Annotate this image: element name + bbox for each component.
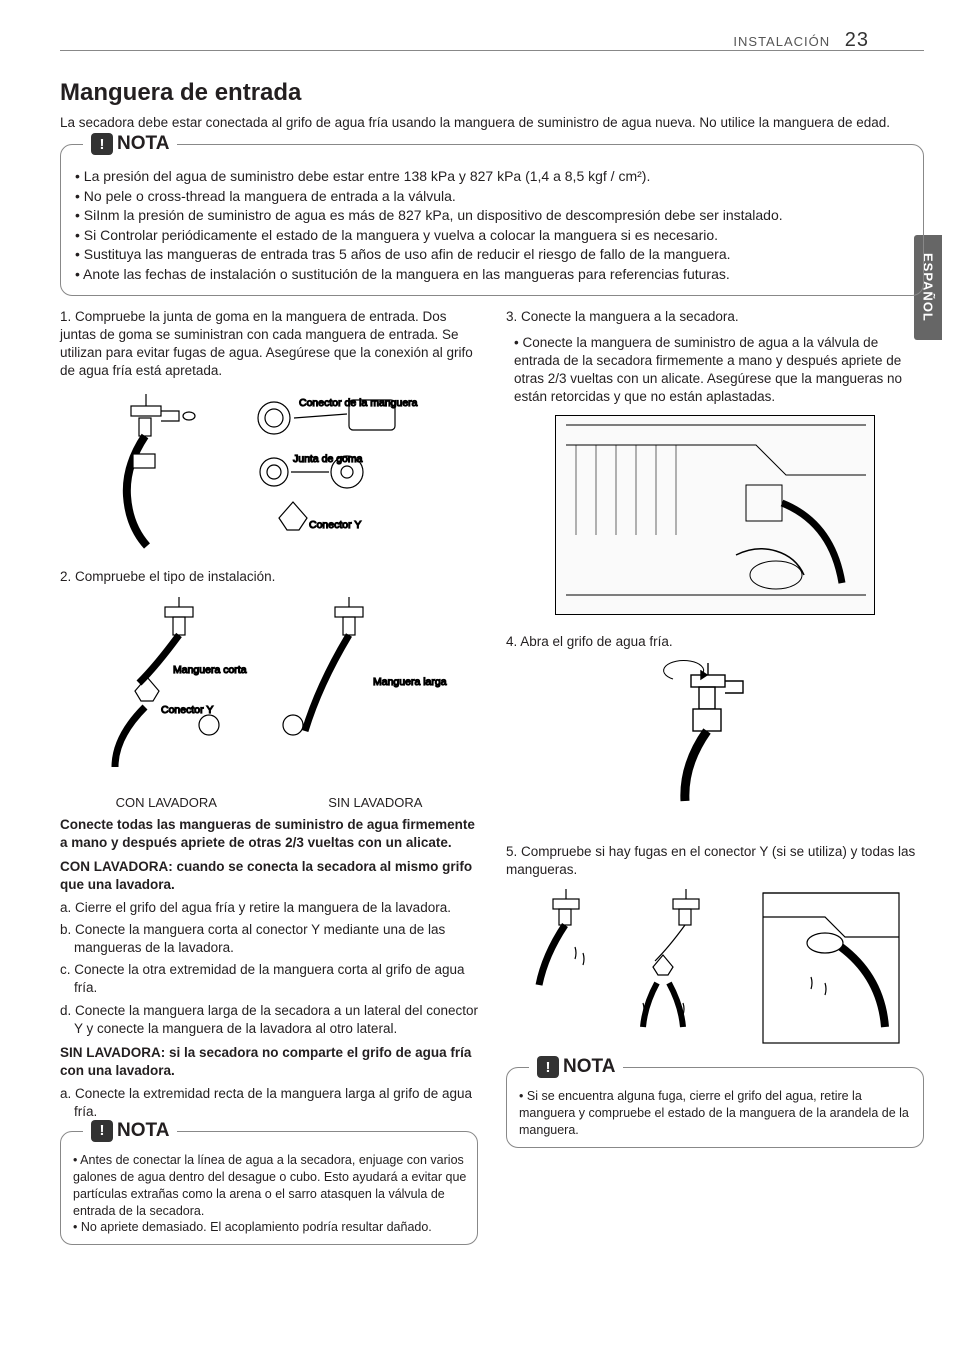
step-1-text: 1. Compruebe la junta de goma en la mang… — [60, 308, 478, 381]
right-column: 3. Conecte la manguera a la secadora. • … — [506, 308, 924, 1258]
nota-item: SiInm la presión de suministro de agua e… — [75, 206, 909, 226]
nota-item: Sustituya las mangueras de entrada tras … — [75, 245, 909, 265]
step-3b: • Conecte la manguera de suministro de a… — [506, 334, 924, 407]
step-3a: 3. Conecte la manguera a la secadora. — [506, 308, 924, 326]
section-label: INSTALACIÓN — [733, 34, 830, 49]
caption-con: CON LAVADORA — [116, 795, 217, 810]
nota-box-3: ! NOTA Si se encuentra alguna fuga, cier… — [506, 1067, 924, 1148]
step-2-text: 2. Compruebe el tipo de instalación. — [60, 568, 478, 586]
header-rule: INSTALACIÓN 23 — [60, 50, 924, 51]
nota-label: NOTA — [117, 133, 169, 155]
figure-5-svg — [525, 887, 905, 1057]
alert-icon: ! — [91, 133, 113, 155]
list-sin-lavadora: a. Conecte la extremidad recta de la man… — [60, 1085, 478, 1121]
nota-item: No pele o cross-thread la manguera de en… — [75, 187, 909, 207]
figure-2: Manguera corta Conector Y Manguera larga — [60, 595, 478, 785]
nota-3-label: NOTA — [563, 1056, 615, 1078]
two-column-layout: 1. Compruebe la junta de goma en la mang… — [60, 308, 924, 1258]
step-5: 5. Compruebe si hay fugas en el conector… — [506, 843, 924, 879]
fig2-long: Manguera larga — [373, 676, 447, 688]
bold-c: SIN LAVADORA: si la secadora no comparte… — [60, 1044, 478, 1080]
figure-1-svg: Conector de la manguera Junta de goma Co… — [99, 388, 439, 558]
figure-3-svg — [556, 415, 874, 615]
figure-2-captions: CON LAVADORA SIN LAVADORA — [60, 795, 478, 810]
nota-2-list: Antes de conectar la línea de agua a la … — [73, 1152, 467, 1236]
fig2-short: Manguera corta — [173, 664, 247, 676]
figure-2-svg: Manguera corta Conector Y Manguera larga — [89, 595, 449, 785]
figure-3 — [506, 415, 924, 615]
nota-3-list: Si se encuentra alguna fuga, cierre el g… — [519, 1088, 913, 1139]
nota-item: Antes de conectar la línea de agua a la … — [73, 1152, 467, 1220]
list-item: b. Conecte la manguera corta al conector… — [60, 921, 478, 957]
nota-item: Anote las fechas de instalación o sustit… — [75, 265, 909, 285]
nota-item: Si se encuentra alguna fuga, cierre el g… — [519, 1088, 913, 1139]
list-item: c. Conecte la otra extremidad de la mang… — [60, 961, 478, 997]
nota-item: La presión del agua de suministro debe e… — [75, 167, 909, 187]
nota-list-main: La presión del agua de suministro debe e… — [75, 167, 909, 285]
header-text: INSTALACIÓN 23 — [733, 29, 869, 52]
list-item: a. Conecte la extremidad recta de la man… — [60, 1085, 478, 1121]
figure-4-svg — [635, 659, 795, 829]
list-item: d. Conecte la manguera larga de la secad… — [60, 1002, 478, 1038]
nota-box-main: ! NOTA La presión del agua de suministro… — [60, 144, 924, 296]
nota-box-2: ! NOTA Antes de conectar la línea de agu… — [60, 1131, 478, 1245]
left-column: 1. Compruebe la junta de goma en la mang… — [60, 308, 478, 1258]
alert-icon: ! — [91, 1120, 113, 1142]
list-con-lavadora: a. Cierre el grifo del agua fría y retir… — [60, 899, 478, 1039]
fig1-label-y: Conector Y — [309, 519, 361, 531]
caption-sin: SIN LAVADORA — [328, 795, 422, 810]
nota-2-wrapper: ! NOTA Antes de conectar la línea de agu… — [60, 1131, 478, 1245]
intro-text: La secadora debe estar conectada al grif… — [60, 115, 924, 130]
alert-icon: ! — [537, 1056, 559, 1078]
bold-a: Conecte todas las mangueras de suministr… — [60, 816, 478, 852]
figure-3-box — [555, 415, 875, 615]
nota-2-label: NOTA — [117, 1120, 169, 1142]
nota-item: No apriete demasiado. El acoplamiento po… — [73, 1219, 467, 1236]
figure-1: Conector de la manguera Junta de goma Co… — [60, 388, 478, 558]
nota-3-wrapper: ! NOTA Si se encuentra alguna fuga, cier… — [506, 1067, 924, 1148]
page-number: 23 — [845, 29, 869, 51]
figure-5 — [506, 887, 924, 1057]
nota-title: ! NOTA — [83, 133, 177, 155]
fig2-connY: Conector Y — [161, 704, 213, 716]
list-item: a. Cierre el grifo del agua fría y retir… — [60, 899, 478, 917]
nota-2-title: ! NOTA — [83, 1120, 177, 1142]
page-title: Manguera de entrada — [60, 79, 924, 107]
step-4: 4. Abra el grifo de agua fría. — [506, 633, 924, 651]
fig1-label-junta: Junta de goma — [293, 453, 363, 465]
nota-3-title: ! NOTA — [529, 1056, 623, 1078]
figure-4 — [506, 659, 924, 829]
bold-b: CON LAVADORA: cuando se conecta la secad… — [60, 858, 478, 894]
nota-item: Si Controlar periódicamente el estado de… — [75, 226, 909, 246]
fig1-label-conector: Conector de la manguera — [299, 397, 418, 409]
